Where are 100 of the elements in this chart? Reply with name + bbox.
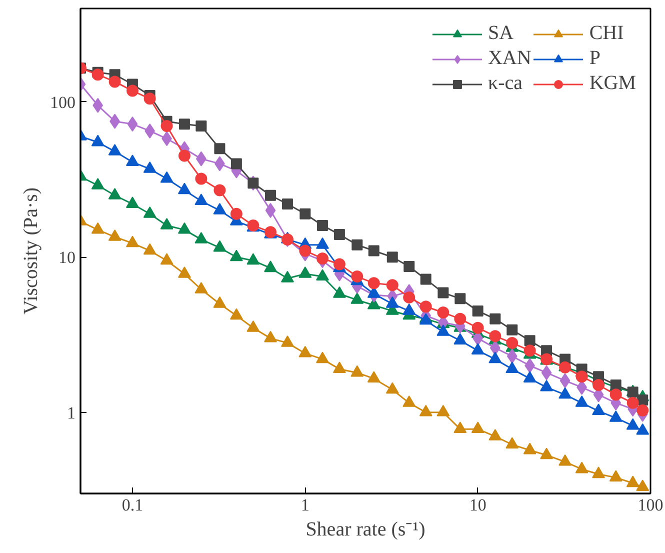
point [541,365,552,380]
point [178,150,190,162]
point [506,324,518,336]
y-tick-label: 1 [67,403,76,422]
point [300,208,311,220]
point [126,196,139,208]
point [213,202,226,214]
point [506,348,518,364]
point [316,237,329,249]
point [230,250,243,262]
legend-label: κ-ca [488,72,522,95]
point [298,346,312,358]
point [575,462,588,474]
point [506,362,519,374]
point [386,382,399,394]
point [454,333,467,345]
point [419,404,432,416]
point [436,324,450,336]
legend-label: CHI [589,22,624,45]
point [626,418,640,430]
point [404,261,415,272]
point [265,202,276,218]
legend-label: KGM [589,72,636,95]
point [280,270,294,282]
point [194,232,208,244]
point [524,344,536,357]
x-tick-label: 1 [300,496,310,514]
point [108,188,122,200]
point [143,206,156,218]
point [160,253,174,265]
point [160,171,174,183]
point [471,343,484,355]
point [506,336,518,349]
legend-label: XAN [488,47,532,70]
point [592,404,606,415]
point [351,270,364,283]
point [609,410,622,422]
point [143,162,156,173]
point [386,296,399,308]
point [316,352,329,364]
point [265,190,276,201]
point [488,352,502,364]
point [436,404,450,416]
point [126,84,138,97]
point [333,258,346,270]
point [246,253,260,265]
x-tick-label: 0.1 [122,496,144,514]
point [160,120,173,132]
point [626,476,640,488]
point [558,454,572,466]
point [524,335,536,346]
point [264,260,278,272]
point [472,322,484,334]
x-tick-label: 10 [469,496,486,514]
point [454,312,466,325]
point [126,236,139,248]
point [471,422,484,434]
point [402,304,416,315]
point [194,194,208,205]
point [420,300,432,313]
point [246,320,260,332]
point [350,365,364,377]
point [230,208,242,220]
point [626,396,639,409]
point [489,330,502,342]
point [386,252,398,263]
point [194,282,208,294]
point [609,470,622,482]
point [610,388,622,401]
point [490,313,501,324]
point [332,286,346,298]
point [144,92,156,105]
point [558,387,572,399]
point [160,218,174,230]
point [540,380,554,392]
point [178,266,191,278]
point [316,220,328,231]
point [264,330,278,342]
y-tick-label: 100 [50,92,76,112]
point [350,292,364,304]
point [298,266,312,278]
point [367,371,380,383]
point [196,120,207,132]
point [576,370,588,383]
point [472,305,484,316]
point [91,178,104,190]
point [437,306,450,318]
point [490,340,500,356]
point [523,371,536,383]
point [420,274,432,285]
point [386,279,398,292]
point [368,245,380,256]
point [92,68,104,81]
point [454,293,466,304]
point [402,396,416,407]
point [368,277,380,290]
point [352,239,363,250]
point [560,373,570,388]
point [230,158,242,170]
point [523,442,536,454]
